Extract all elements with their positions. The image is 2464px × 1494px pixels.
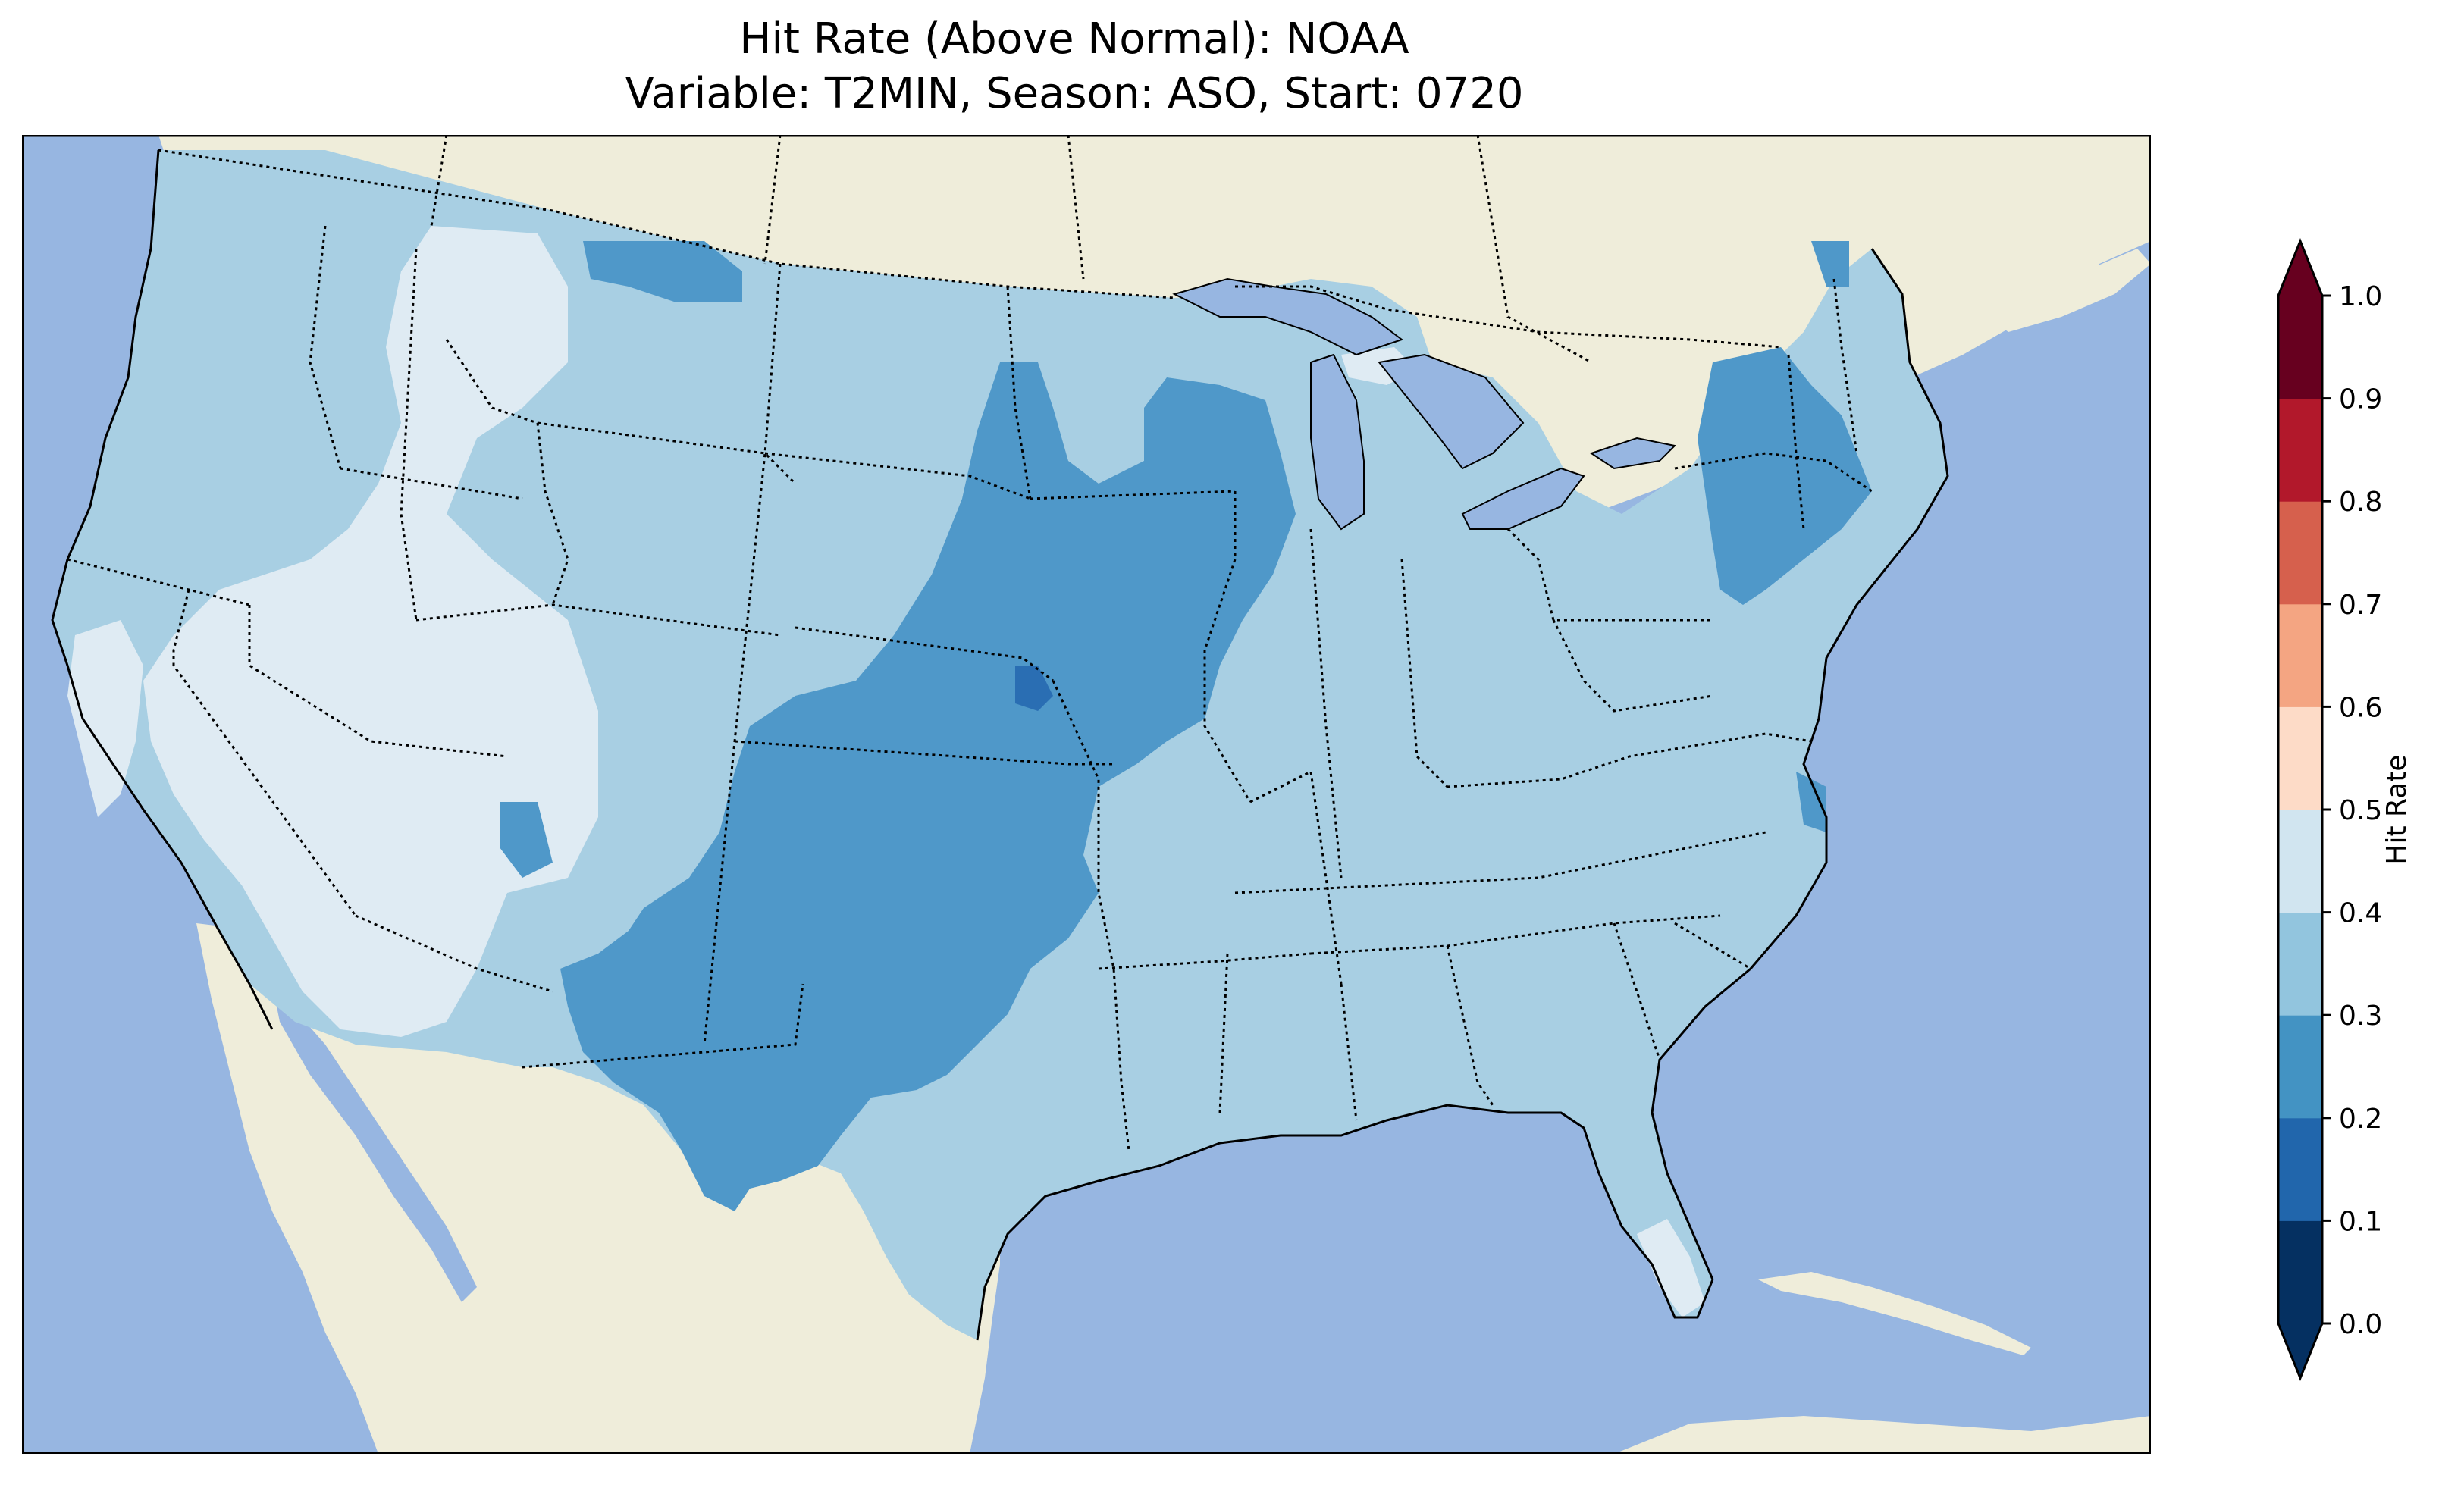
baja-california [219, 984, 447, 1317]
colorbar-extend-min-triangle [2278, 1323, 2322, 1378]
us-gulf-coastline [976, 1104, 1714, 1341]
border-line-13 [734, 740, 1114, 766]
colorbar-bin-6 [2278, 603, 2322, 707]
field-region-arizona-dark [500, 802, 553, 878]
colorbar-bin-0 [2278, 1220, 2322, 1324]
border-line-17 [1203, 491, 1252, 803]
lake-huron [1378, 353, 1525, 470]
colorbar-tick-label-9: 0.9 [2339, 384, 2382, 415]
border-line-23 [1340, 983, 1358, 1121]
colorbar-bin-1 [2278, 1117, 2322, 1221]
colorbar-bin-7 [2278, 501, 2322, 605]
border-line-35 [355, 914, 553, 993]
border-line-8 [415, 603, 781, 637]
colorbar-tick-label-2: 0.2 [2339, 1104, 2382, 1135]
border-line-27 [1234, 831, 1766, 894]
border-line-9 [537, 421, 797, 485]
field-region-ca-coast-light [67, 620, 143, 817]
border-line-3 [248, 605, 508, 758]
border-line-7 [445, 339, 569, 606]
colorbar-axis-label: Hit Rate [2381, 754, 2412, 864]
lake-erie [1461, 467, 1585, 530]
border-line-28 [1506, 528, 1713, 622]
border-line-14 [795, 626, 1054, 682]
nova-scotia [1978, 249, 2151, 332]
colorbar-bin-8 [2278, 398, 2322, 502]
coastlines [51, 149, 1949, 1341]
border-line-41 [1476, 135, 1592, 364]
colorbar-tick-label-1: 0.1 [2339, 1206, 2382, 1237]
border-line-4 [309, 225, 342, 469]
south-land-strip [1614, 1416, 2151, 1454]
state-borders [67, 135, 1873, 1151]
colorbar-tick-label-0: 0.0 [2339, 1309, 2382, 1340]
border-line-33 [1613, 922, 1661, 1060]
chart-title-line-2: Variable: T2MIN, Season: ASO, Start: 072… [625, 69, 1524, 118]
lake-ontario [1589, 437, 1677, 470]
colorbar-tick-label-5: 0.5 [2339, 795, 2382, 826]
colorbar-tick-label-3: 0.3 [2339, 1001, 2382, 1032]
colorbar-tick-label-7: 0.7 [2339, 590, 2382, 621]
border-line-21 [1400, 559, 1449, 788]
map-plot-area [22, 135, 2151, 1454]
field-region-kansas-darkest [1015, 666, 1053, 711]
chart-title-line-1: Hit Rate (Above Normal): NOAA [739, 14, 1409, 64]
us-east-coastline [1651, 248, 1949, 1280]
border-line-16 [1052, 680, 1130, 1151]
gulf-of-california [272, 984, 477, 1302]
colorbar-tick-label-8: 0.8 [2339, 487, 2382, 518]
map-frame [22, 135, 2151, 1454]
lake-michigan [1310, 353, 1365, 531]
field-region-chesapeake-dark [1796, 772, 1826, 832]
us-canada-border [158, 149, 1175, 299]
field-region-northeast-dark [1698, 347, 1872, 605]
colorbar-bin-3 [2278, 912, 2322, 1016]
border-line-32 [1832, 278, 1858, 454]
colorbar-bin-5 [2278, 706, 2322, 810]
border-line-39 [763, 135, 782, 265]
colorbar-bins [2278, 296, 2322, 1324]
field-region-west-light [143, 226, 598, 1037]
cuba-island [1758, 1272, 2031, 1355]
border-line-10 [703, 263, 782, 1045]
colorbar-tick-label-6: 0.6 [2339, 692, 2382, 723]
us-west-coastline [51, 149, 274, 1030]
border-line-29 [1552, 619, 1713, 713]
border-line-25 [1446, 945, 1494, 1106]
field-region-midwest-dark [560, 362, 1296, 1211]
lake-superior [1172, 277, 1404, 356]
colorbar-bin-2 [2278, 1015, 2322, 1119]
border-line-36 [522, 983, 804, 1069]
border-line-38 [430, 135, 448, 227]
colorbar-ticks: 0.0 0.1 0.2 0.3 0.4 0.5 0.6 0.7 0.8 0.9 1.0 [2322, 281, 2382, 1340]
border-line-2 [172, 589, 357, 916]
great-lakes [1172, 277, 1677, 531]
border-line-37 [1235, 285, 1782, 349]
colorbar-bin-9 [2278, 296, 2322, 399]
border-line-12 [764, 452, 1031, 500]
field-region-florida-light [1637, 1219, 1705, 1317]
field-region-montana-dark [583, 241, 742, 302]
border-line-15 [1030, 490, 1236, 500]
border-line-5 [400, 248, 418, 621]
field-region-maine-dark [1811, 241, 1849, 287]
border-line-24 [1310, 914, 1721, 955]
colorbar-extend-max-triangle [2278, 241, 2322, 296]
colorbar-bin-4 [2278, 810, 2322, 913]
colorbar-tick-label-4: 0.4 [2339, 898, 2382, 929]
border-line-26 [1447, 732, 1812, 788]
border-line-34 [1674, 922, 1751, 970]
colorbar: 0.0 0.1 0.2 0.3 0.4 0.5 0.6 0.7 0.8 0.9 1.0 Hit Ra… [2277, 237, 2412, 1382]
colorbar-tick-label-10: 1.0 [2339, 281, 2382, 312]
